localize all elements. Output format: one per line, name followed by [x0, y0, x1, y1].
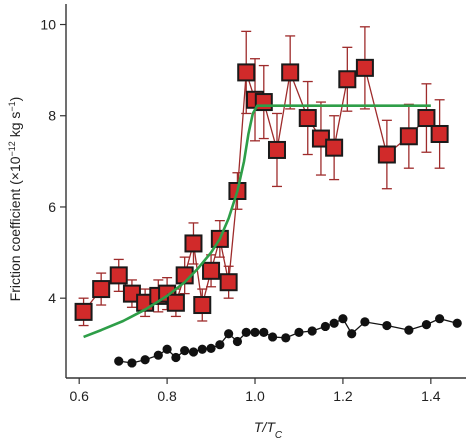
- black-data-point: [171, 352, 181, 363]
- red-data-point: [267, 140, 286, 159]
- green-fit-line: [83, 104, 431, 339]
- black-data-point: [232, 336, 243, 347]
- x-axis-title-main: T/T: [254, 419, 276, 435]
- black-data-point: [224, 329, 234, 339]
- red-data-point: [430, 124, 449, 143]
- red-data-point: [184, 234, 203, 253]
- x-ticks: 0.6 0.8 1.0 1.2 1.4: [69, 378, 441, 404]
- y-tick-label: 6: [48, 199, 56, 215]
- black-data-point: [127, 358, 137, 368]
- red-data-point: [109, 266, 128, 285]
- red-data-point: [74, 302, 93, 321]
- black-data-point: [320, 321, 330, 332]
- red-data-point: [193, 296, 212, 315]
- red-data-point: [417, 109, 436, 128]
- black-data-point: [180, 346, 190, 356]
- black-data-point: [215, 340, 225, 350]
- black-data-point: [347, 329, 357, 339]
- y-axis-title-close: ): [7, 97, 23, 102]
- black-data-point: [281, 333, 291, 343]
- red-data-point: [377, 145, 396, 164]
- y-tick-label: 8: [48, 108, 56, 124]
- x-tick-label: 0.8: [157, 388, 177, 404]
- red-data-point: [166, 293, 185, 312]
- red-data-point: [298, 109, 317, 128]
- red-data-point: [237, 63, 256, 82]
- y-axis-title-unit-sup: −1: [7, 101, 17, 111]
- x-tick-label: 0.6: [69, 388, 89, 404]
- black-data-point: [329, 318, 339, 328]
- black-data-point: [307, 326, 317, 336]
- black-data-point: [114, 356, 124, 366]
- red-data-point: [311, 129, 330, 148]
- black-data-point: [294, 327, 304, 337]
- x-tick-label: 1.2: [333, 388, 353, 404]
- black-data-point: [162, 344, 172, 354]
- black-data-point: [140, 355, 150, 365]
- red-data-point: [325, 138, 344, 157]
- black-data-point: [404, 325, 414, 335]
- black-data-point: [153, 350, 163, 360]
- red-data-point: [92, 280, 111, 299]
- y-axis-title: Friction coefficient (×10−12 kg s−1): [7, 97, 23, 302]
- red-data-point: [202, 261, 221, 280]
- x-tick-label: 1.0: [245, 388, 265, 404]
- black-data-point: [250, 327, 260, 337]
- y-tick-label: 10: [40, 17, 56, 33]
- red-data-point: [254, 93, 273, 112]
- red-data-point: [399, 127, 418, 146]
- black-data-point: [197, 344, 207, 354]
- x-axis-title-sub: C: [275, 430, 283, 440]
- red-data-point: [338, 70, 357, 89]
- y-axis-title-sup: −12: [7, 141, 17, 156]
- green-series: [83, 104, 431, 339]
- black-data-point: [435, 314, 445, 324]
- black-data-point: [241, 327, 251, 337]
- red-data-point: [122, 284, 141, 303]
- black-series: [114, 314, 462, 368]
- black-data-point: [267, 332, 278, 342]
- red-data-point: [281, 63, 300, 82]
- black-data-point: [206, 343, 216, 353]
- black-data-point: [382, 320, 392, 331]
- black-data-point: [259, 327, 269, 337]
- black-data-point: [452, 318, 462, 328]
- x-tick-label: 1.4: [421, 388, 441, 404]
- x-axis-title: T/TC: [254, 419, 283, 440]
- black-data-point: [188, 347, 199, 357]
- black-data-point: [360, 317, 370, 327]
- axes: 0.6 0.8 1.0 1.2 1.4 4 6 8 10: [40, 4, 466, 404]
- black-data-point: [338, 314, 348, 324]
- y-ticks: 4 6 8 10: [40, 17, 66, 306]
- y-axis-title-unit: kg s: [7, 112, 23, 142]
- red-data-point: [355, 58, 374, 77]
- red-data-point: [219, 273, 238, 292]
- y-tick-label: 4: [48, 290, 56, 306]
- black-data-point: [421, 320, 432, 330]
- red-series: [74, 26, 449, 327]
- y-axis-title-main: Friction coefficient (×10: [7, 156, 23, 301]
